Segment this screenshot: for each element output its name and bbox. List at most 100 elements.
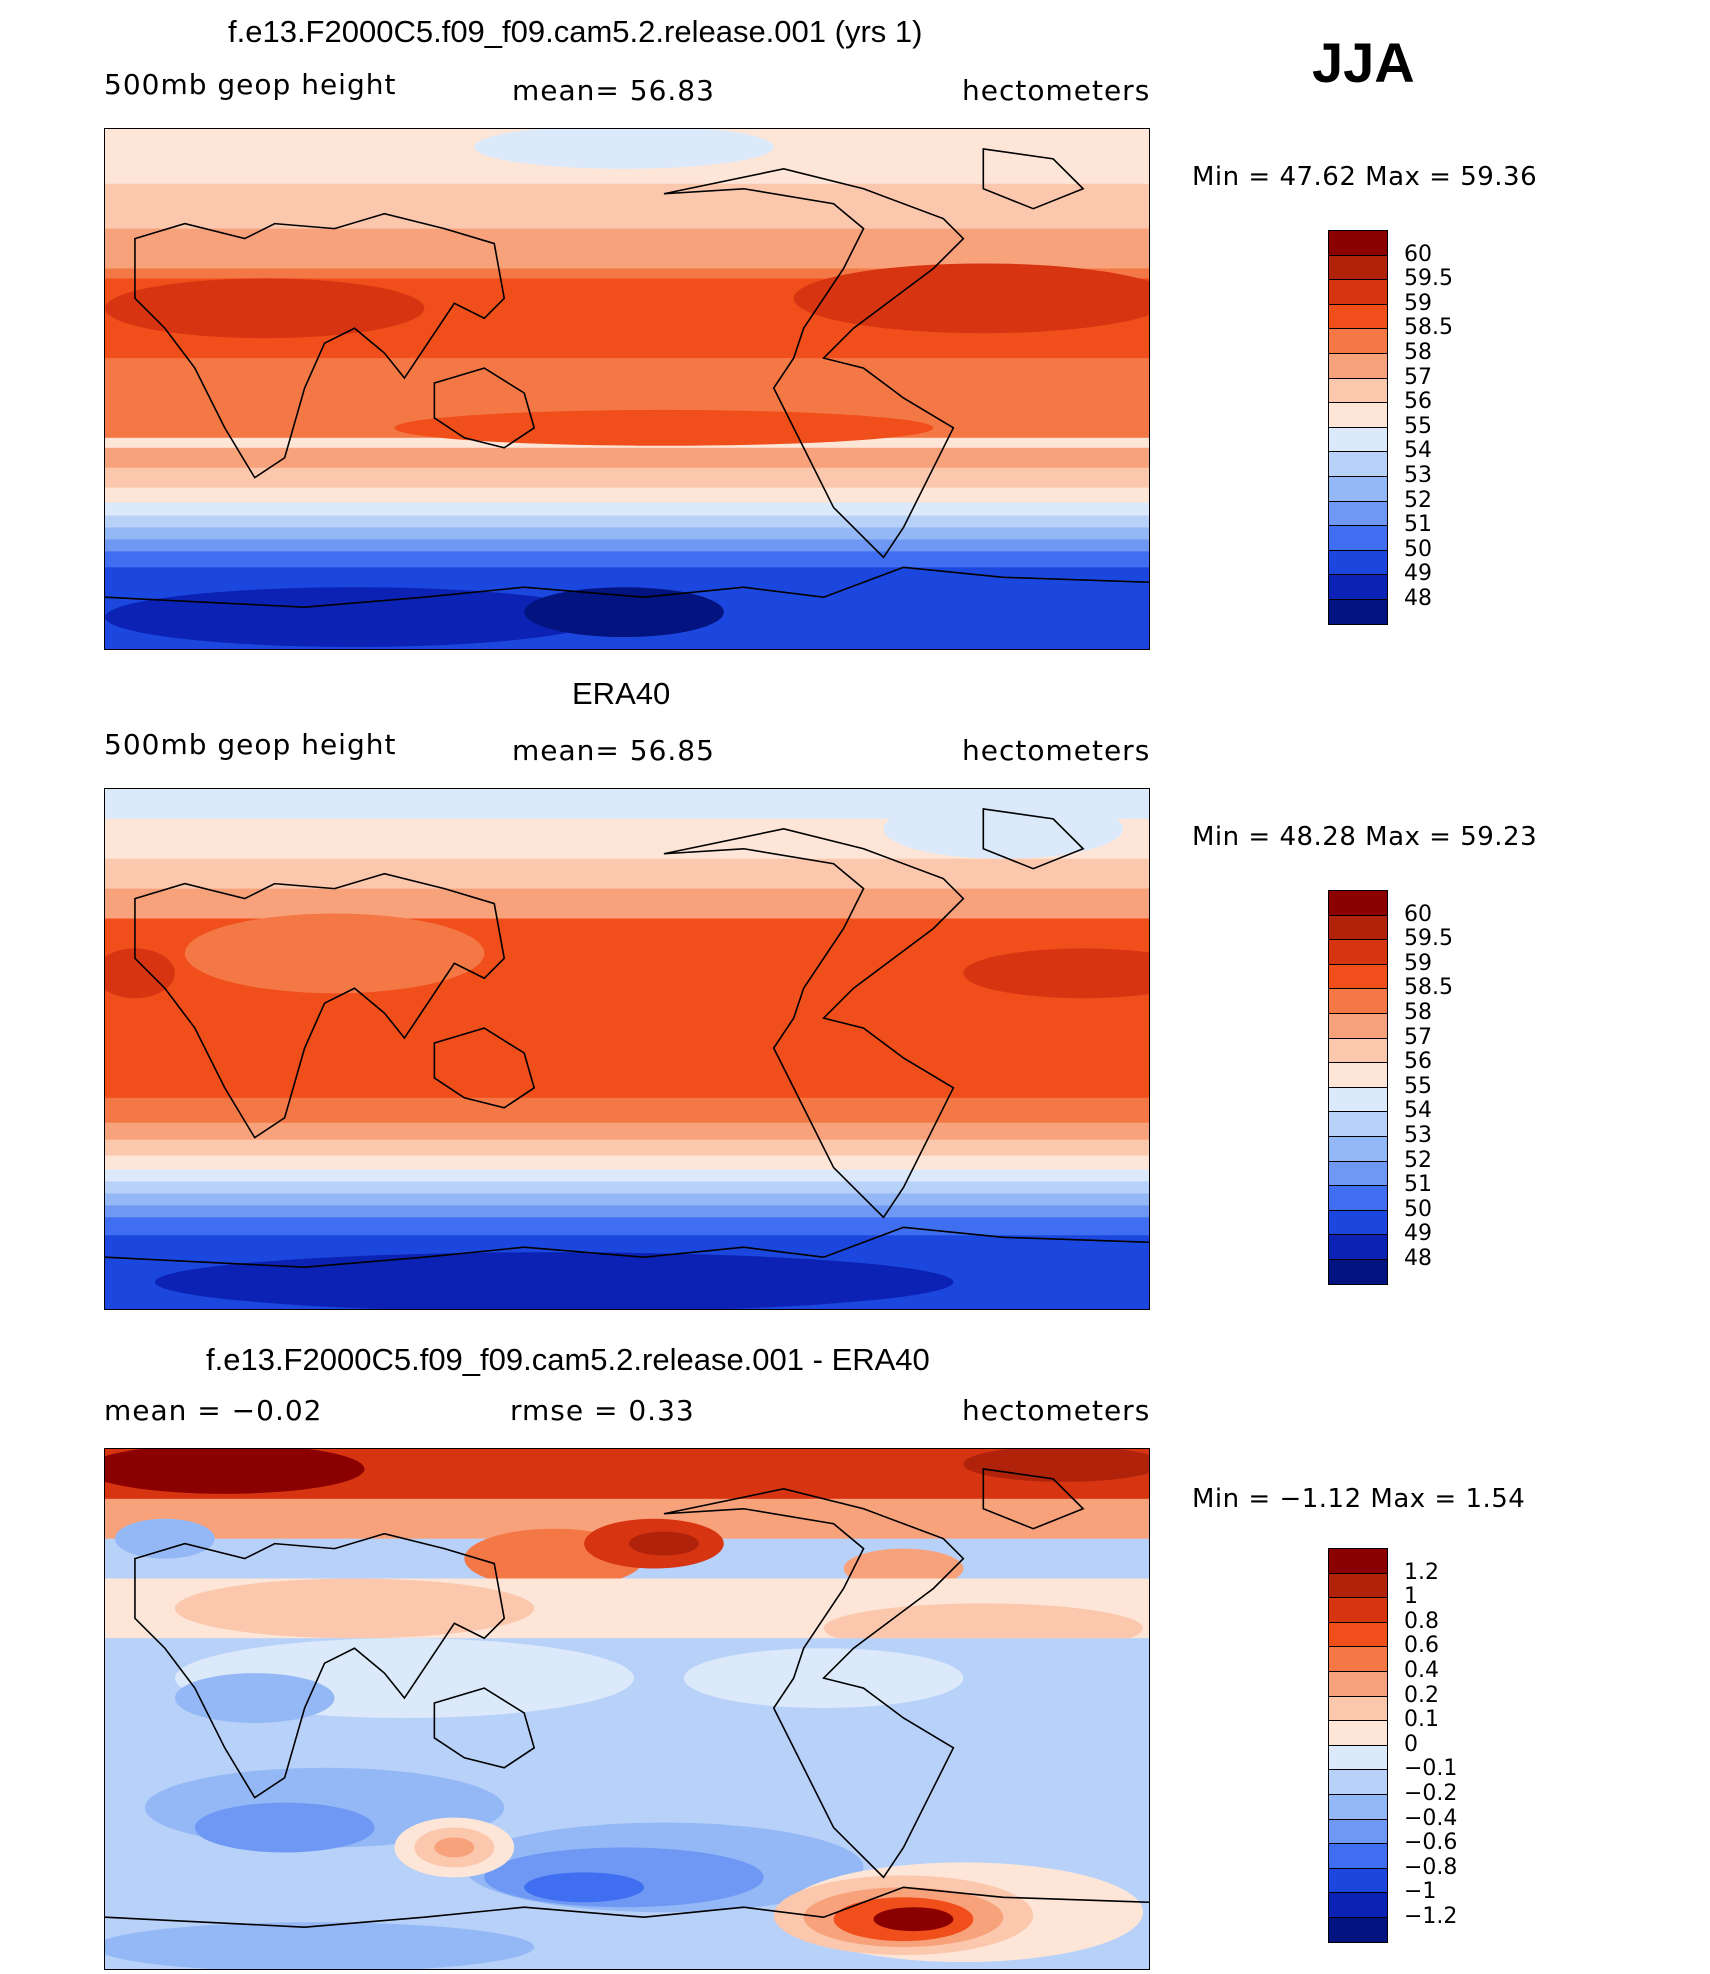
colorbar-label: 0.6 — [1404, 1633, 1439, 1659]
panel-obs-units-label: hectometers — [962, 734, 1151, 767]
colorbar-label: 57 — [1404, 364, 1432, 390]
colorbar-swatch — [1328, 1086, 1388, 1113]
colorbar-swatch — [1328, 1818, 1388, 1845]
colorbar-swatch — [1328, 1160, 1388, 1187]
colorbar-label: 54 — [1404, 438, 1432, 464]
colorbar-label: 58.5 — [1404, 315, 1453, 341]
panel-model-mean-label: mean= 56.83 — [512, 74, 715, 107]
colorbar-label: 1.2 — [1404, 1559, 1439, 1585]
colorbar-label: 51 — [1404, 512, 1432, 538]
colorbar-label: 53 — [1404, 463, 1432, 488]
colorbar-label: 59.5 — [1404, 266, 1453, 292]
colorbar-swatch — [1328, 328, 1388, 354]
colorbar-label: 58.5 — [1404, 975, 1453, 1001]
colorbar-swatch — [1328, 1597, 1388, 1623]
colorbar-swatch — [1328, 1695, 1388, 1722]
colorbar-swatch — [1328, 988, 1388, 1014]
colorbar-label: 59 — [1404, 950, 1432, 976]
colorbar-label: 52 — [1404, 1147, 1432, 1173]
panel-model-map — [104, 128, 1150, 650]
panel-model-variable-label: 500mb geop height — [104, 68, 397, 101]
colorbar-label: 58 — [1404, 1000, 1432, 1025]
colorbar-swatch — [1328, 939, 1388, 965]
colorbar-swatch — [1328, 1646, 1388, 1672]
colorbar-swatch — [1328, 1572, 1388, 1599]
colorbar-label: 60 — [1404, 901, 1432, 927]
panel-diff-title: f.e13.F2000C5.f09_f09.cam5.2.release.001… — [206, 1342, 930, 1377]
colorbar-label: 0.2 — [1404, 1682, 1439, 1708]
colorbar-swatch — [1328, 1012, 1388, 1039]
panel-model-minmax: Min = 47.62 Max = 59.36 — [1192, 162, 1538, 192]
panel-obs-title: ERA40 — [572, 676, 671, 711]
colorbar-label: 54 — [1404, 1098, 1432, 1124]
colorbar-label: −1 — [1404, 1879, 1437, 1905]
colorbar-swatch — [1328, 1062, 1388, 1088]
colorbar-label: 53 — [1404, 1123, 1432, 1148]
panel-model-units-label: hectometers — [962, 74, 1151, 107]
panel-obs-mean-label: mean= 56.85 — [512, 734, 715, 767]
colorbar-swatch — [1328, 574, 1388, 600]
colorbar-swatch — [1328, 230, 1388, 256]
colorbar-label: 59 — [1404, 290, 1432, 316]
colorbar-swatch — [1328, 1111, 1388, 1137]
colorbar-swatch — [1328, 1548, 1388, 1574]
colorbar-label: −0.2 — [1404, 1781, 1458, 1806]
panel-model-title: f.e13.F2000C5.f09_f09.cam5.2.release.001… — [228, 14, 923, 49]
colorbar-swatch — [1328, 1234, 1388, 1260]
season-label: JJA — [1312, 31, 1415, 94]
colorbar-label: 59.5 — [1404, 926, 1453, 952]
colorbar-swatch — [1328, 402, 1388, 428]
panel-diff-rmse-label: rmse = 0.33 — [510, 1394, 695, 1427]
colorbar-swatch — [1328, 500, 1388, 527]
colorbar-swatch — [1328, 1916, 1388, 1943]
colorbar-label: 56 — [1404, 389, 1432, 415]
colorbar-swatch — [1328, 352, 1388, 379]
colorbar-label: 0.4 — [1404, 1658, 1439, 1683]
colorbar-swatch — [1328, 451, 1388, 477]
colorbar-label: 0.1 — [1404, 1707, 1439, 1733]
colorbar-swatch — [1328, 1209, 1388, 1236]
colorbar-label: 57 — [1404, 1024, 1432, 1050]
panel-diff-mean-label: mean = −0.02 — [104, 1394, 323, 1427]
colorbar-swatch — [1328, 963, 1388, 990]
colorbar-label: 0.8 — [1404, 1608, 1439, 1634]
colorbar-label: 55 — [1404, 1073, 1432, 1099]
colorbar-swatch — [1328, 1867, 1388, 1894]
diff-field-svg — [105, 1449, 1149, 1969]
colorbar-swatch — [1328, 1793, 1388, 1820]
colorbar-label: 58 — [1404, 340, 1432, 365]
colorbar-swatch — [1328, 890, 1388, 916]
colorbar-swatch — [1328, 475, 1388, 502]
colorbar-label: 50 — [1404, 1196, 1432, 1222]
colorbar-swatch — [1328, 1135, 1388, 1162]
colorbar-label: 49 — [1404, 1221, 1432, 1247]
panel-diff-map — [104, 1448, 1150, 1970]
colorbar-swatch — [1328, 525, 1388, 551]
colorbar-swatch — [1328, 1769, 1388, 1795]
colorbar-swatch — [1328, 254, 1388, 281]
colorbar-label: 48 — [1404, 1246, 1432, 1271]
colorbar-swatch — [1328, 549, 1388, 576]
colorbar-swatch — [1328, 1892, 1388, 1918]
colorbar-swatch — [1328, 1258, 1388, 1285]
colorbar-label: 48 — [1404, 586, 1432, 611]
panel-obs-colorbar — [1328, 890, 1388, 1285]
colorbar-swatch — [1328, 1720, 1388, 1746]
colorbar-swatch — [1328, 426, 1388, 453]
colorbar-label: 52 — [1404, 487, 1432, 513]
obs-field-svg — [105, 789, 1149, 1309]
colorbar-label: −0.8 — [1404, 1854, 1458, 1880]
colorbar-label: 1 — [1404, 1584, 1418, 1610]
colorbar-swatch — [1328, 598, 1388, 625]
colorbar-swatch — [1328, 303, 1388, 330]
colorbar-swatch — [1328, 1744, 1388, 1771]
colorbar-label: 56 — [1404, 1049, 1432, 1075]
colorbar-label: 49 — [1404, 561, 1432, 587]
colorbar-label: 0 — [1404, 1731, 1418, 1757]
colorbar-label: −1.2 — [1404, 1904, 1458, 1929]
colorbar-swatch — [1328, 1843, 1388, 1869]
panel-obs-minmax: Min = 48.28 Max = 59.23 — [1192, 822, 1538, 852]
panel-obs-variable-label: 500mb geop height — [104, 728, 397, 761]
panel-diff-units-label: hectometers — [962, 1394, 1151, 1427]
colorbar-swatch — [1328, 1185, 1388, 1211]
